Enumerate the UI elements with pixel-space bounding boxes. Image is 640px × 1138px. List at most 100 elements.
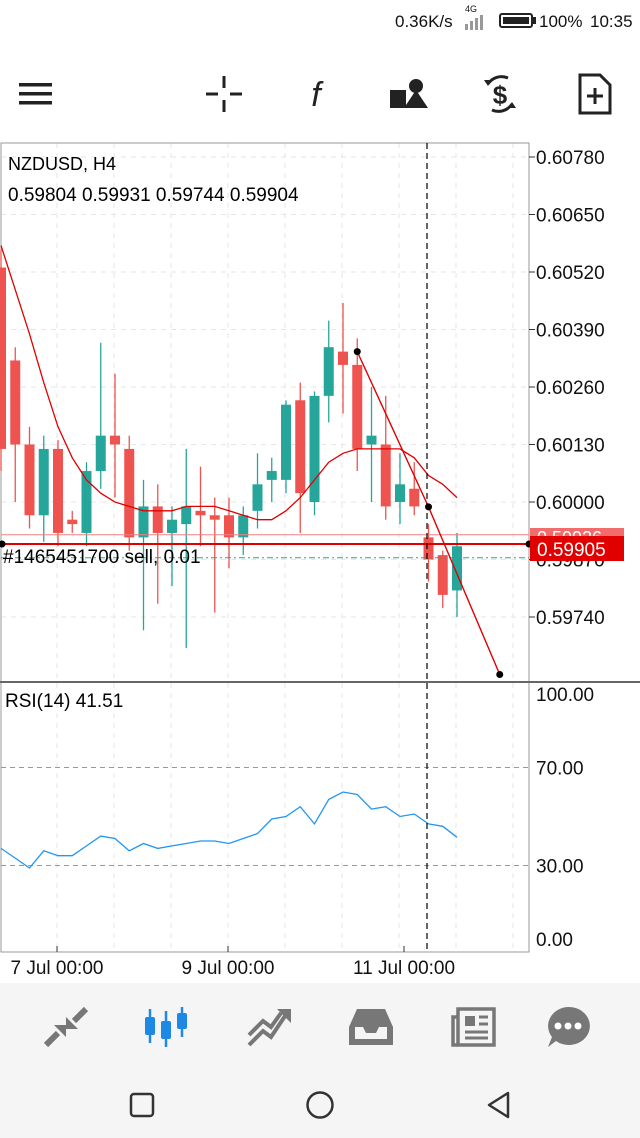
candle-body xyxy=(81,471,92,533)
battery-percent: 100% xyxy=(539,12,583,31)
candle-body xyxy=(67,519,78,525)
candle xyxy=(124,435,135,551)
candle xyxy=(0,249,6,472)
back-icon[interactable] xyxy=(484,1090,514,1120)
candle xyxy=(81,462,92,547)
recent-apps-icon[interactable] xyxy=(128,1091,156,1119)
time-tick-label: 11 Jul 00:00 xyxy=(353,958,455,979)
ohlc-label: 0.59804 0.59931 0.59744 0.59904 xyxy=(8,185,299,206)
candle-body xyxy=(138,506,149,538)
battery-icon xyxy=(499,13,533,28)
menu-icon[interactable] xyxy=(14,72,58,116)
candle-body xyxy=(124,448,135,538)
candle xyxy=(380,395,391,520)
network-type: 4G xyxy=(465,4,478,14)
candle xyxy=(395,453,405,525)
candle-body xyxy=(238,515,249,538)
candle xyxy=(67,510,78,533)
price-tick-label: 0.60260 xyxy=(536,378,605,399)
home-icon[interactable] xyxy=(305,1090,335,1120)
system-navigation xyxy=(0,1069,640,1138)
price-tick-label: 0.60520 xyxy=(536,263,605,284)
bottom-navigation xyxy=(0,983,640,1069)
order-line-handle[interactable] xyxy=(0,540,6,548)
candle xyxy=(409,462,420,516)
price-tick-label: 0.59740 xyxy=(536,608,605,629)
candle xyxy=(366,387,377,502)
objects-icon[interactable] xyxy=(386,72,430,116)
trade-dollar-icon[interactable]: $ xyxy=(478,72,522,116)
candle xyxy=(181,448,192,648)
bid-price-tag xyxy=(530,536,624,561)
candle xyxy=(252,453,263,529)
svg-text:$: $ xyxy=(493,80,508,110)
candle xyxy=(224,497,234,569)
candle-body xyxy=(352,364,363,449)
candle xyxy=(209,497,220,613)
new-document-icon[interactable] xyxy=(572,72,616,116)
rsi-tick-label: 100.00 xyxy=(536,685,594,706)
candle-body xyxy=(266,471,277,480)
price-tick-label: 0.60000 xyxy=(536,493,605,514)
price-chart[interactable]: 0.60780 0.60650 0.60520 0.60390 0.60260 0.601… xyxy=(0,140,640,980)
candle xyxy=(309,391,320,516)
candle-body xyxy=(437,555,448,595)
candle-body xyxy=(195,510,206,516)
candle xyxy=(266,457,277,502)
candle xyxy=(295,382,306,533)
candle-body xyxy=(366,435,377,445)
function-icon[interactable]: f xyxy=(294,72,338,116)
svg-text:f: f xyxy=(311,76,324,114)
rsi-axis: 100.00 70.00 30.00 0.00 xyxy=(536,685,594,951)
candle xyxy=(338,302,348,414)
clock: 10:35 xyxy=(590,12,633,31)
chart-area[interactable]: 0.60780 0.60650 0.60520 0.60390 0.60260 0.601… xyxy=(0,140,640,980)
time-axis: 7 Jul 00:00 9 Jul 00:00 11 Jul 00:00 xyxy=(11,946,455,979)
trend-line-anchor[interactable] xyxy=(353,348,361,356)
candle-body xyxy=(409,488,420,507)
candle xyxy=(437,550,448,609)
main-pane-border xyxy=(0,142,530,683)
candle-body xyxy=(110,435,120,445)
trend-line-anchor[interactable] xyxy=(496,671,504,678)
symbol-label: NZDUSD, H4 xyxy=(8,154,116,174)
candle-body xyxy=(10,360,21,445)
rsi-label: RSI(14) 41.51 xyxy=(5,691,123,712)
candle xyxy=(110,373,120,498)
candle xyxy=(53,440,63,547)
candle xyxy=(281,400,291,494)
candle-body xyxy=(38,448,49,516)
candle xyxy=(323,320,334,423)
candle-body xyxy=(152,506,163,533)
order-label[interactable]: #1465451700 sell, 0.01 xyxy=(3,547,201,568)
candle-body xyxy=(252,484,263,511)
quotes-icon[interactable] xyxy=(42,1005,90,1049)
trend-line-anchor[interactable] xyxy=(425,503,432,511)
chart-icon[interactable] xyxy=(142,1005,190,1049)
status-bar: 0.36K/s 4G 100% 10:35 xyxy=(0,0,640,44)
trade-icon[interactable] xyxy=(245,1005,293,1049)
candle xyxy=(24,426,35,529)
trend-line-path[interactable] xyxy=(356,351,501,675)
crosshair-icon[interactable] xyxy=(202,72,246,116)
trend-line[interactable] xyxy=(353,348,504,678)
messages-icon[interactable] xyxy=(544,1005,592,1049)
price-axis: 0.60780 0.60650 0.60520 0.60390 0.60260 0.601… xyxy=(529,148,605,629)
network-speed: 0.36K/s xyxy=(395,12,453,31)
price-tick-label: 0.60650 xyxy=(536,206,605,227)
moving-average xyxy=(0,245,458,521)
candle-body xyxy=(295,400,306,494)
price-tick-label: 0.60390 xyxy=(536,321,605,342)
candle-body xyxy=(395,484,405,502)
candle xyxy=(238,506,249,556)
candle-body xyxy=(281,404,291,480)
news-icon[interactable] xyxy=(450,1005,498,1049)
candle xyxy=(138,479,149,631)
rsi-tick-label: 70.00 xyxy=(536,759,584,780)
time-tick-label: 7 Jul 00:00 xyxy=(11,958,104,979)
candle-body xyxy=(167,519,177,533)
history-icon[interactable] xyxy=(347,1005,395,1049)
candle-body xyxy=(224,515,234,538)
candle xyxy=(167,506,177,587)
bid-price-text: 0.59905 xyxy=(537,540,606,561)
